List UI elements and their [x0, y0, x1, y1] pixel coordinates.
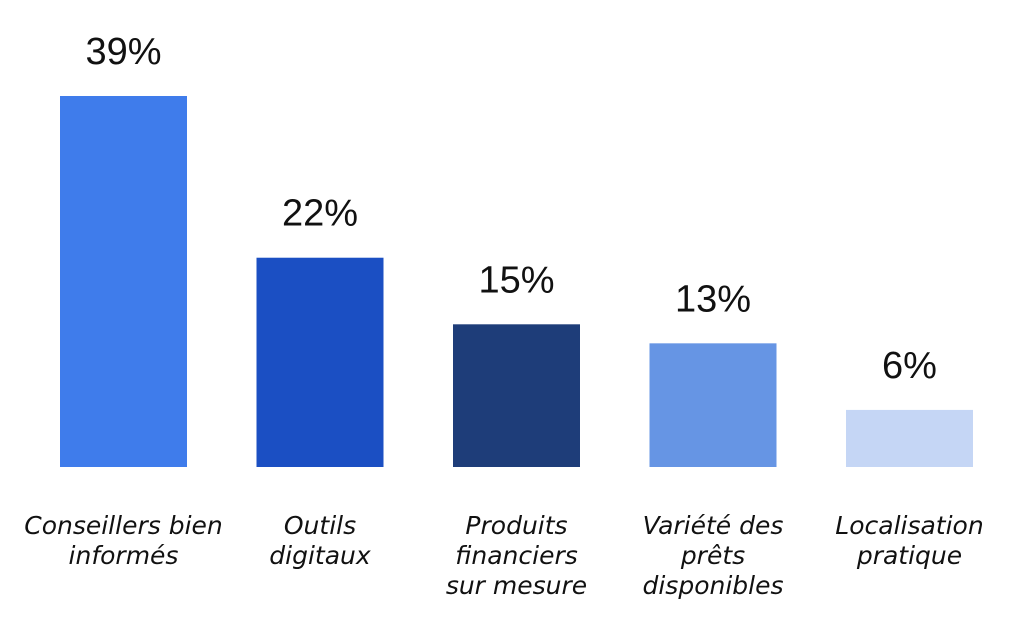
category-label-line: disponibles [642, 571, 783, 600]
category-label-4: Variété des prêts disponibles [642, 511, 783, 600]
category-label-line: sur mesure [446, 571, 587, 600]
bar-2 [256, 257, 384, 467]
category-label-3: Produits financiers sur mesure [446, 511, 587, 600]
value-labels-group: 39% 22% 15% 13% 6% [85, 31, 936, 387]
category-label-line: prêts [680, 541, 745, 570]
bar-4 [649, 343, 777, 467]
category-label-line: Conseillers bien [24, 511, 223, 540]
category-label-line: digitaux [269, 541, 371, 570]
value-label-5: 6% [882, 345, 937, 387]
value-label-3: 15% [478, 259, 554, 301]
category-label-line: Produits [465, 511, 567, 540]
value-label-4: 13% [675, 278, 751, 320]
category-label-1: Conseillers bien informés [24, 511, 223, 570]
bar-5 [846, 409, 973, 467]
bar-1 [60, 96, 187, 467]
category-label-line: Localisation [835, 511, 983, 540]
category-label-line: pratique [856, 541, 962, 570]
category-label-2: Outils digitaux [269, 511, 371, 570]
value-label-2: 22% [282, 193, 358, 235]
category-label-line: Variété des [643, 511, 784, 540]
category-label-5: Localisation pratique [835, 511, 983, 570]
category-label-line: financiers [455, 541, 578, 570]
bar-3 [453, 324, 580, 467]
category-label-line: Outils [284, 511, 356, 540]
category-label-line: informés [69, 541, 179, 570]
bars-group [60, 96, 973, 467]
category-labels-group: Conseillers bien informés Outils digitaux Pr… [24, 511, 983, 600]
value-label-1: 39% [85, 31, 161, 73]
